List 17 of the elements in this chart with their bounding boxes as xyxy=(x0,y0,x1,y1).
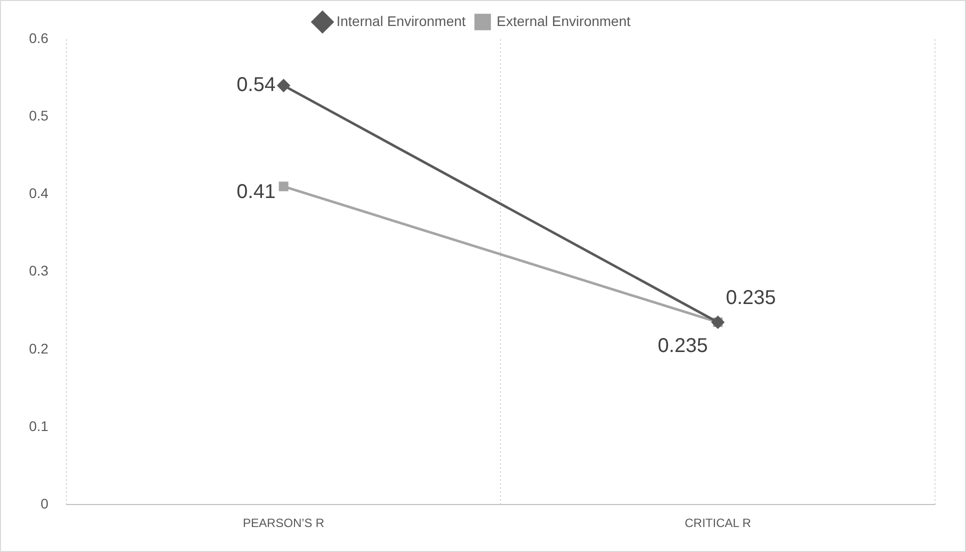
data-label: 0.41 xyxy=(236,180,276,203)
y-tick-label: 0.4 xyxy=(28,185,49,202)
y-tick-label: 0.6 xyxy=(28,30,49,46)
point xyxy=(278,182,288,192)
y-tick-label: 0.5 xyxy=(28,107,49,124)
x-tick-label: CRITICAL R xyxy=(684,516,752,530)
legend-label: Internal Environment xyxy=(336,12,466,29)
data-label: 0.54 xyxy=(236,74,276,96)
x-tick-label: PEARSON’S R xyxy=(242,516,325,530)
y-tick-label: 0.2 xyxy=(28,340,49,356)
point xyxy=(277,79,290,92)
data-label: 0.235 xyxy=(726,286,776,309)
legend-label: External Environment xyxy=(496,12,631,29)
data-label: 0.235 xyxy=(658,334,708,357)
y-tick-label: 0.1 xyxy=(28,418,49,434)
y-tick-label: 0.3 xyxy=(28,262,49,279)
y-tick-label: 0 xyxy=(40,495,49,512)
